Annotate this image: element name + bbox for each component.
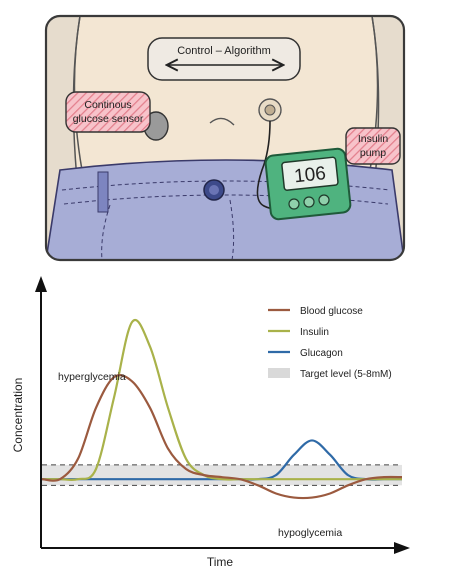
legend-label: Glucagon xyxy=(300,348,343,359)
legend-label: Target level (5-8mM) xyxy=(300,369,392,380)
pump-display-value: 106 xyxy=(293,163,327,187)
svg-text:Control – Algorithm: Control – Algorithm xyxy=(177,45,271,57)
legend-item: Insulin xyxy=(268,327,329,338)
legend-item: Blood glucose xyxy=(268,306,363,317)
chart-legend: Blood glucose Insulin Glucagon Target level… xyxy=(268,306,392,380)
legend-swatch xyxy=(268,368,290,378)
belly-button xyxy=(209,117,235,126)
illustration-frame xyxy=(44,14,406,262)
patient-illustration: 106 Control – Algorithm Continous glucos… xyxy=(44,14,406,262)
svg-text:pump: pump xyxy=(360,147,386,159)
insulin-pump-device: 106 xyxy=(264,147,352,221)
annotation-hyperglycemia: hyperglycemia xyxy=(58,371,126,383)
series-line-blood-glucose xyxy=(41,374,403,500)
control-algorithm-label: Control – Algorithm xyxy=(147,37,301,81)
series-line-insulin xyxy=(42,319,402,482)
series-layer xyxy=(41,319,403,500)
concentration-chart: Time Concentration hyperglycemia hypogly… xyxy=(11,276,410,569)
pump-label: Insulin pump xyxy=(345,127,401,165)
y-axis-label: Concentration xyxy=(11,378,25,453)
belt-loop xyxy=(97,171,109,213)
legend-item: Target level (5-8mM) xyxy=(268,368,392,380)
x-axis-label: Time xyxy=(207,555,234,569)
legend-label: Insulin xyxy=(300,327,329,338)
svg-text:glucose sensor: glucose sensor xyxy=(73,113,144,125)
x-axis-arrowhead xyxy=(394,542,410,554)
legend-item: Glucagon xyxy=(268,348,343,359)
svg-text:Continous: Continous xyxy=(84,99,131,111)
legend-label: Blood glucose xyxy=(300,306,363,317)
y-axis-arrowhead xyxy=(35,276,47,292)
sensor-label: Continous glucose sensor xyxy=(65,91,151,133)
annotation-hypoglycemia: hypoglycemia xyxy=(278,527,342,539)
svg-text:Insulin: Insulin xyxy=(358,133,389,145)
